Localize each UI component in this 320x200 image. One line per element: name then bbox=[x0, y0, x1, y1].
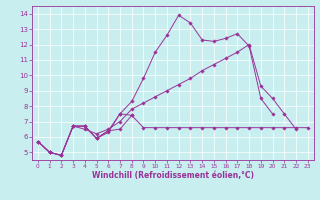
X-axis label: Windchill (Refroidissement éolien,°C): Windchill (Refroidissement éolien,°C) bbox=[92, 171, 254, 180]
